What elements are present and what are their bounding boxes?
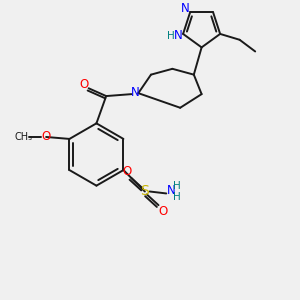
Text: H: H [173, 181, 181, 191]
Text: O: O [79, 78, 88, 91]
Text: O: O [41, 130, 51, 143]
Text: CH₃: CH₃ [15, 132, 33, 142]
Text: S: S [140, 184, 149, 199]
Text: H: H [167, 31, 174, 41]
Text: H: H [173, 192, 181, 202]
Text: O: O [123, 165, 132, 178]
Text: O: O [159, 206, 168, 218]
Text: N: N [167, 184, 176, 197]
Text: N: N [131, 86, 140, 99]
Text: N: N [174, 29, 183, 42]
Text: N: N [181, 2, 190, 15]
